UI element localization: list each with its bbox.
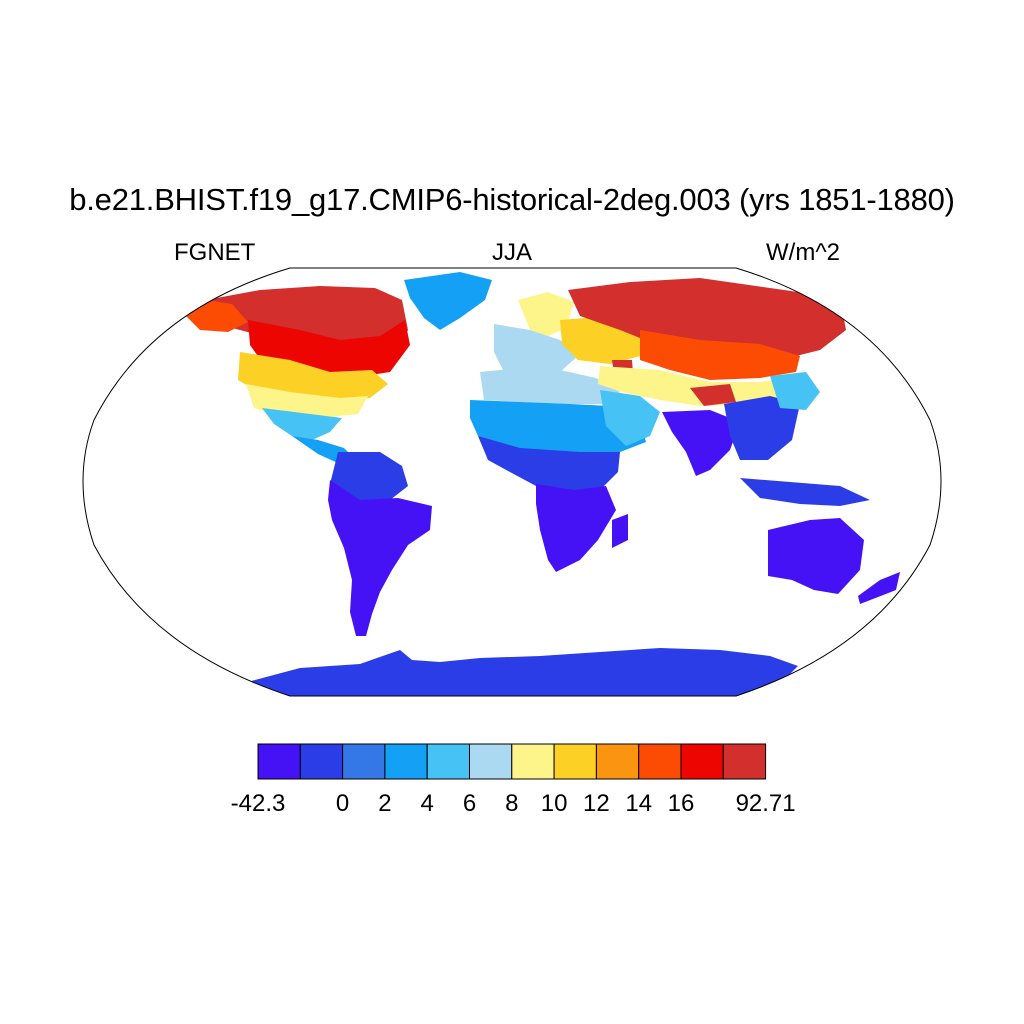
india-region: [662, 410, 740, 476]
mexico-region: [262, 408, 342, 440]
colorbar-swatch-0: [257, 743, 301, 780]
variable-label: FGNET: [174, 239, 256, 266]
sahara-region: [470, 400, 646, 452]
colorbar-tick-label: -42.3: [231, 790, 286, 817]
colorbar-swatch-4: [426, 743, 471, 780]
colorbar-tick-label: 92.71: [736, 790, 796, 817]
colorbar-swatch-1: [299, 743, 344, 780]
colorbar-swatch-9: [638, 743, 682, 780]
colorbar-swatch-3: [384, 743, 428, 780]
usa-south-region: [246, 384, 368, 418]
colorbar-swatch-6: [511, 743, 555, 780]
australia-region: [768, 518, 864, 594]
southeast-asia-region: [724, 396, 800, 460]
northern-south-america-region: [330, 452, 408, 500]
colorbar-swatch-7: [553, 743, 597, 780]
figure-title: b.e21.BHIST.f19_g17.CMIP6-historical-2de…: [69, 182, 955, 217]
colorbar-tick-label: 6: [463, 790, 476, 817]
colorbar-tick-label: 16: [668, 790, 695, 817]
colorbar-swatch-11: [722, 743, 767, 780]
colorbar-tick-label: 10: [541, 790, 568, 817]
south-america-region: [328, 480, 432, 636]
colorbar-tick-label: 8: [505, 790, 518, 817]
colorbar-swatch-8: [595, 743, 640, 780]
colorbar-tick-label: 12: [583, 790, 610, 817]
colorbar-swatch-5: [469, 743, 513, 780]
indonesia-region: [740, 478, 870, 506]
north-africa-region: [480, 368, 620, 404]
canada-region: [190, 286, 408, 356]
colorbar-tick-label: 0: [336, 790, 349, 817]
colorbar-swatch-10: [680, 743, 724, 780]
land-field-layer: [182, 272, 900, 696]
greenland-region: [404, 272, 492, 330]
colorbar-tick-label: 2: [378, 790, 391, 817]
globe-outline: [82, 267, 942, 697]
middle-asia-region: [598, 366, 790, 406]
western-europe-region: [494, 324, 580, 376]
colorbar-tick-label: 14: [625, 790, 652, 817]
units-label: W/m^2: [766, 239, 840, 266]
siberia-region: [568, 278, 846, 360]
colorbar-swatch-2: [342, 743, 386, 780]
madagascar-region: [612, 514, 628, 548]
central-africa-region: [478, 436, 620, 492]
east-asia-region: [770, 372, 820, 410]
season-label: JJA: [491, 239, 532, 266]
antarctica-region: [240, 648, 798, 696]
southern-africa-region: [536, 484, 616, 572]
central-asia-region: [640, 330, 800, 380]
scandinavia-region: [518, 292, 574, 336]
tibet-region: [690, 384, 736, 406]
arabia-region: [600, 390, 660, 446]
colorbar-tick-label: 4: [421, 790, 434, 817]
new-zealand-region: [858, 572, 900, 604]
